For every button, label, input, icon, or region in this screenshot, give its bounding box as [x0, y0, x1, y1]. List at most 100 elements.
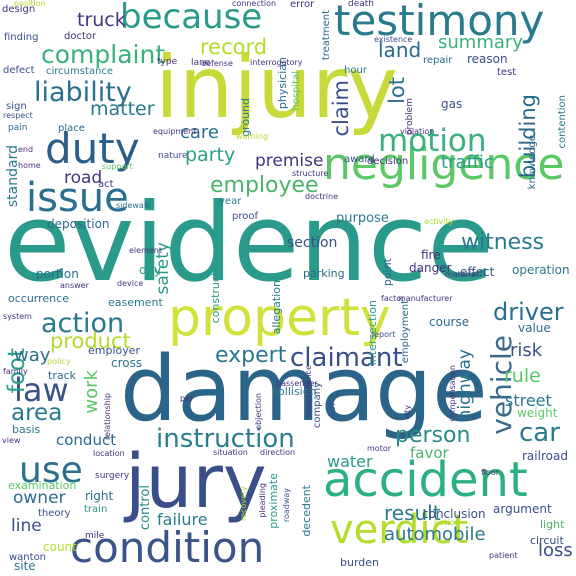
word-hour: hour: [344, 65, 367, 76]
word-compensation: compensation: [448, 365, 457, 422]
word-death: death: [348, 0, 374, 9]
word-direction: direction: [260, 448, 296, 457]
word-design: design: [2, 4, 36, 15]
word-relationship: relationship: [103, 393, 112, 441]
word-wanton: wanton: [9, 552, 47, 563]
word-verdict: verdict: [330, 507, 469, 553]
word-nature: nature: [158, 151, 188, 161]
word-respect: respect: [3, 111, 33, 120]
word-report: report: [371, 330, 396, 339]
word-complaint: complaint: [41, 40, 166, 69]
word-damage: damage: [120, 337, 488, 442]
word-course: course: [429, 315, 470, 329]
word-premise: premise: [255, 151, 324, 171]
word-cross: cross: [111, 356, 143, 370]
word-accident: accident: [323, 452, 528, 508]
word-jury: jury: [125, 439, 267, 525]
word-owner: owner: [13, 488, 66, 508]
word-standard: standard: [5, 145, 21, 208]
word-water: water: [327, 452, 373, 471]
word-view: view: [2, 436, 21, 445]
word-defect: defect: [3, 65, 35, 76]
word-person: person: [395, 423, 471, 448]
word-reason: reason: [467, 52, 508, 66]
word-gas: gas: [441, 97, 463, 111]
word-because: because: [120, 0, 263, 37]
word-instruction: instruction: [156, 424, 295, 454]
word-weight: weight: [517, 406, 558, 420]
word-line: line: [11, 516, 42, 536]
word-motion: motion: [378, 123, 487, 159]
word-work: work: [81, 370, 102, 414]
word-street: street: [505, 391, 552, 410]
word-repair: repair: [423, 55, 453, 66]
word-road: road: [64, 168, 103, 188]
word-motor: motor: [367, 444, 392, 453]
word-circumstance: circumstance: [46, 66, 113, 77]
word-truck: truck: [77, 9, 126, 31]
word-area: area: [11, 400, 63, 426]
word-parking: parking: [303, 267, 345, 280]
word-collision: collision: [272, 385, 317, 398]
word-effect: effect: [460, 265, 495, 279]
word-portion: portion: [36, 267, 79, 281]
word-decision: decision: [367, 156, 409, 167]
word-end: end: [18, 145, 34, 154]
word-property: property: [168, 288, 391, 348]
word-family: family: [3, 367, 28, 376]
word-factor: factor: [381, 294, 405, 303]
word-home: home: [18, 161, 41, 170]
word-care: care: [180, 122, 220, 143]
word-danger: danger: [409, 261, 452, 275]
word-floor: floor: [481, 468, 500, 477]
word-railroad: railroad: [522, 449, 568, 463]
word-track: track: [48, 369, 76, 382]
word-tort: tort: [327, 398, 338, 417]
word-patient: patient: [489, 551, 518, 560]
word-traffic: traffic: [441, 152, 494, 173]
word-employee: employee: [210, 173, 319, 198]
word-circuit: circuit: [530, 534, 564, 547]
word-treatment: treatment: [321, 10, 332, 61]
word-count: count: [43, 540, 77, 554]
word-witness: witness: [461, 230, 545, 255]
word-burden: burden: [340, 556, 380, 569]
word-result: result: [384, 501, 441, 525]
word-place: place: [58, 123, 85, 134]
word-use: use: [19, 450, 83, 491]
word-deposition: deposition: [47, 217, 110, 231]
word-law: law: [14, 371, 69, 409]
word-condition: condition: [70, 523, 265, 572]
word-car: car: [519, 418, 560, 448]
word-system: system: [3, 312, 32, 321]
word-manufacturer: manufacturer: [398, 294, 453, 303]
word-evidence: evidence: [4, 181, 494, 306]
word-contention: contention: [557, 95, 568, 149]
word-year: year: [219, 196, 242, 207]
word-proof: proof: [232, 211, 258, 222]
word-occurrence: occurrence: [8, 292, 69, 305]
word-conduct: conduct: [56, 431, 117, 449]
word-position: position: [14, 0, 46, 8]
word-highway: highway: [455, 349, 475, 421]
word-loss: loss: [538, 540, 573, 561]
word-pleading: pleading: [258, 483, 267, 518]
word-train: train: [84, 504, 108, 515]
word-liability: liability: [34, 77, 132, 108]
word-land: land: [378, 38, 422, 62]
word-day: day: [139, 263, 162, 277]
word-lane: lane: [191, 58, 211, 68]
word-knowledge: knowledge: [527, 135, 538, 190]
word-city: city: [403, 405, 412, 420]
word-material: material: [445, 270, 479, 279]
word-testimony: testimony: [334, 0, 545, 45]
word-activity: activity: [424, 217, 454, 226]
word-construction: construction: [209, 255, 222, 324]
word-defense: defense: [201, 59, 233, 68]
word-employment: employment: [400, 300, 411, 364]
word-purpose: purpose: [336, 211, 389, 226]
word-rule: rule: [504, 365, 541, 387]
word-type: type: [157, 57, 178, 67]
word-argument: argument: [493, 502, 552, 516]
word-award: award: [344, 154, 375, 165]
